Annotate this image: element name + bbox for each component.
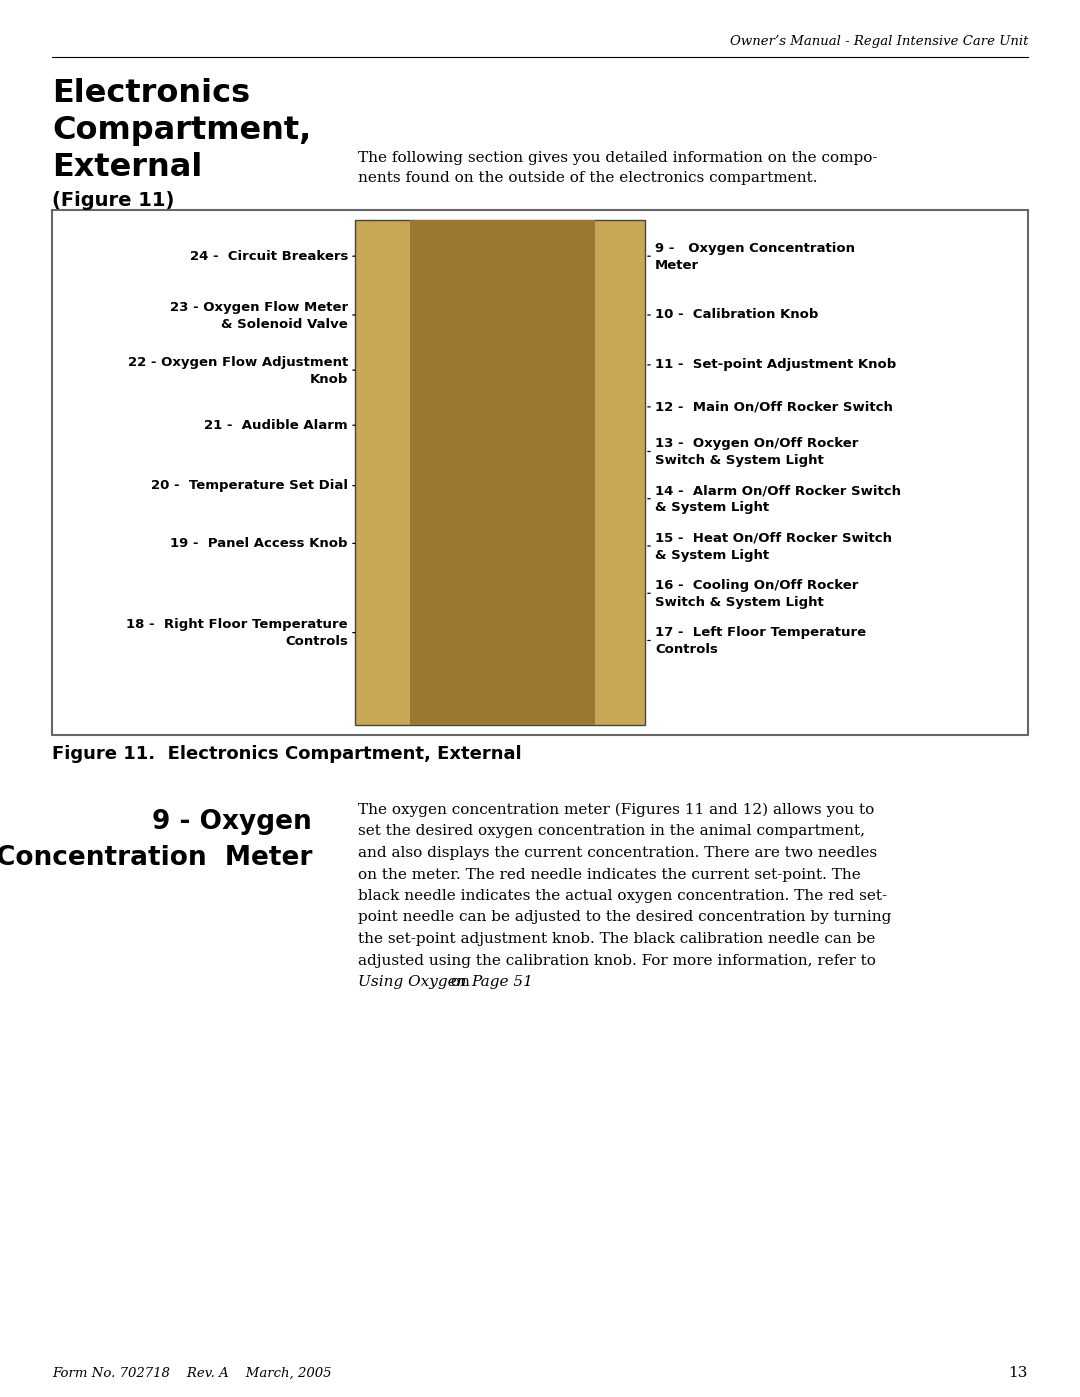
- Text: 10 -  Calibration Knob: 10 - Calibration Knob: [654, 309, 819, 321]
- Text: 13: 13: [1009, 1366, 1028, 1380]
- Text: 9 -   Oxygen Concentration: 9 - Oxygen Concentration: [654, 242, 855, 254]
- Text: The oxygen concentration meter (Figures 11 and 12) allows you to: The oxygen concentration meter (Figures …: [357, 803, 874, 817]
- Text: nents found on the outside of the electronics compartment.: nents found on the outside of the electr…: [357, 170, 818, 184]
- Text: Form No. 702718    Rev. A    March, 2005: Form No. 702718 Rev. A March, 2005: [52, 1366, 332, 1379]
- Text: 16 -  Cooling On/Off Rocker: 16 - Cooling On/Off Rocker: [654, 578, 859, 592]
- Text: Owner’s Manual - Regal Intensive Care Unit: Owner’s Manual - Regal Intensive Care Un…: [729, 35, 1028, 49]
- Text: Compartment,: Compartment,: [52, 115, 311, 145]
- Text: and also displays the current concentration. There are two needles: and also displays the current concentrat…: [357, 847, 877, 861]
- Bar: [410, 219, 595, 725]
- Text: 12 -  Main On/Off Rocker Switch: 12 - Main On/Off Rocker Switch: [654, 401, 893, 414]
- Text: 24 -  Circuit Breakers: 24 - Circuit Breakers: [190, 250, 348, 263]
- Text: & System Light: & System Light: [654, 502, 769, 514]
- Text: 22 - Oxygen Flow Adjustment: 22 - Oxygen Flow Adjustment: [127, 356, 348, 369]
- Text: The following section gives you detailed information on the compo-: The following section gives you detailed…: [357, 151, 877, 165]
- Text: 19 -  Panel Access Knob: 19 - Panel Access Knob: [171, 536, 348, 550]
- Text: 17 -  Left Floor Temperature: 17 - Left Floor Temperature: [654, 626, 866, 638]
- Text: Using Oxygen: Using Oxygen: [357, 975, 467, 989]
- Text: black needle indicates the actual oxygen concentration. The red set-: black needle indicates the actual oxygen…: [357, 888, 887, 902]
- Text: Concentration  Meter: Concentration Meter: [0, 845, 312, 870]
- Bar: [52, 210, 1028, 735]
- Text: .: .: [525, 975, 530, 989]
- Text: 13 -  Oxygen On/Off Rocker: 13 - Oxygen On/Off Rocker: [654, 437, 859, 450]
- Text: Electronics: Electronics: [52, 77, 251, 109]
- Text: Page 51: Page 51: [471, 975, 532, 989]
- Text: 14 -  Alarm On/Off Rocker Switch: 14 - Alarm On/Off Rocker Switch: [654, 485, 901, 497]
- Text: 11 -  Set-point Adjustment Knob: 11 - Set-point Adjustment Knob: [654, 359, 896, 372]
- Text: 18 -  Right Floor Temperature: 18 - Right Floor Temperature: [126, 617, 348, 631]
- Text: Knob: Knob: [310, 373, 348, 386]
- Text: adjusted using the calibration knob. For more information, refer to: adjusted using the calibration knob. For…: [357, 954, 876, 968]
- Text: Figure 11.  Electronics Compartment, External: Figure 11. Electronics Compartment, Exte…: [52, 745, 522, 763]
- Text: Controls: Controls: [285, 636, 348, 648]
- Text: External: External: [52, 151, 202, 183]
- Text: point needle can be adjusted to the desired concentration by turning: point needle can be adjusted to the desi…: [357, 911, 891, 925]
- Text: 21 -  Audible Alarm: 21 - Audible Alarm: [204, 419, 348, 432]
- Text: & Solenoid Valve: & Solenoid Valve: [221, 317, 348, 331]
- Text: Controls: Controls: [654, 643, 718, 657]
- Text: the set-point adjustment knob. The black calibration needle can be: the set-point adjustment knob. The black…: [357, 932, 876, 946]
- Text: 9 - Oxygen: 9 - Oxygen: [152, 809, 312, 835]
- Text: 15 -  Heat On/Off Rocker Switch: 15 - Heat On/Off Rocker Switch: [654, 531, 892, 545]
- Bar: [355, 219, 645, 725]
- Text: Switch & System Light: Switch & System Light: [654, 595, 824, 609]
- Text: Switch & System Light: Switch & System Light: [654, 454, 824, 467]
- Text: 23 - Oxygen Flow Meter: 23 - Oxygen Flow Meter: [170, 300, 348, 313]
- Text: Meter: Meter: [654, 258, 699, 271]
- Text: 20 -  Temperature Set Dial: 20 - Temperature Set Dial: [151, 479, 348, 492]
- Text: on the meter. The red needle indicates the current set-point. The: on the meter. The red needle indicates t…: [357, 868, 861, 882]
- Text: set the desired oxygen concentration in the animal compartment,: set the desired oxygen concentration in …: [357, 824, 865, 838]
- Text: on: on: [446, 975, 475, 989]
- Text: (Figure 11): (Figure 11): [52, 190, 174, 210]
- Text: & System Light: & System Light: [654, 549, 769, 562]
